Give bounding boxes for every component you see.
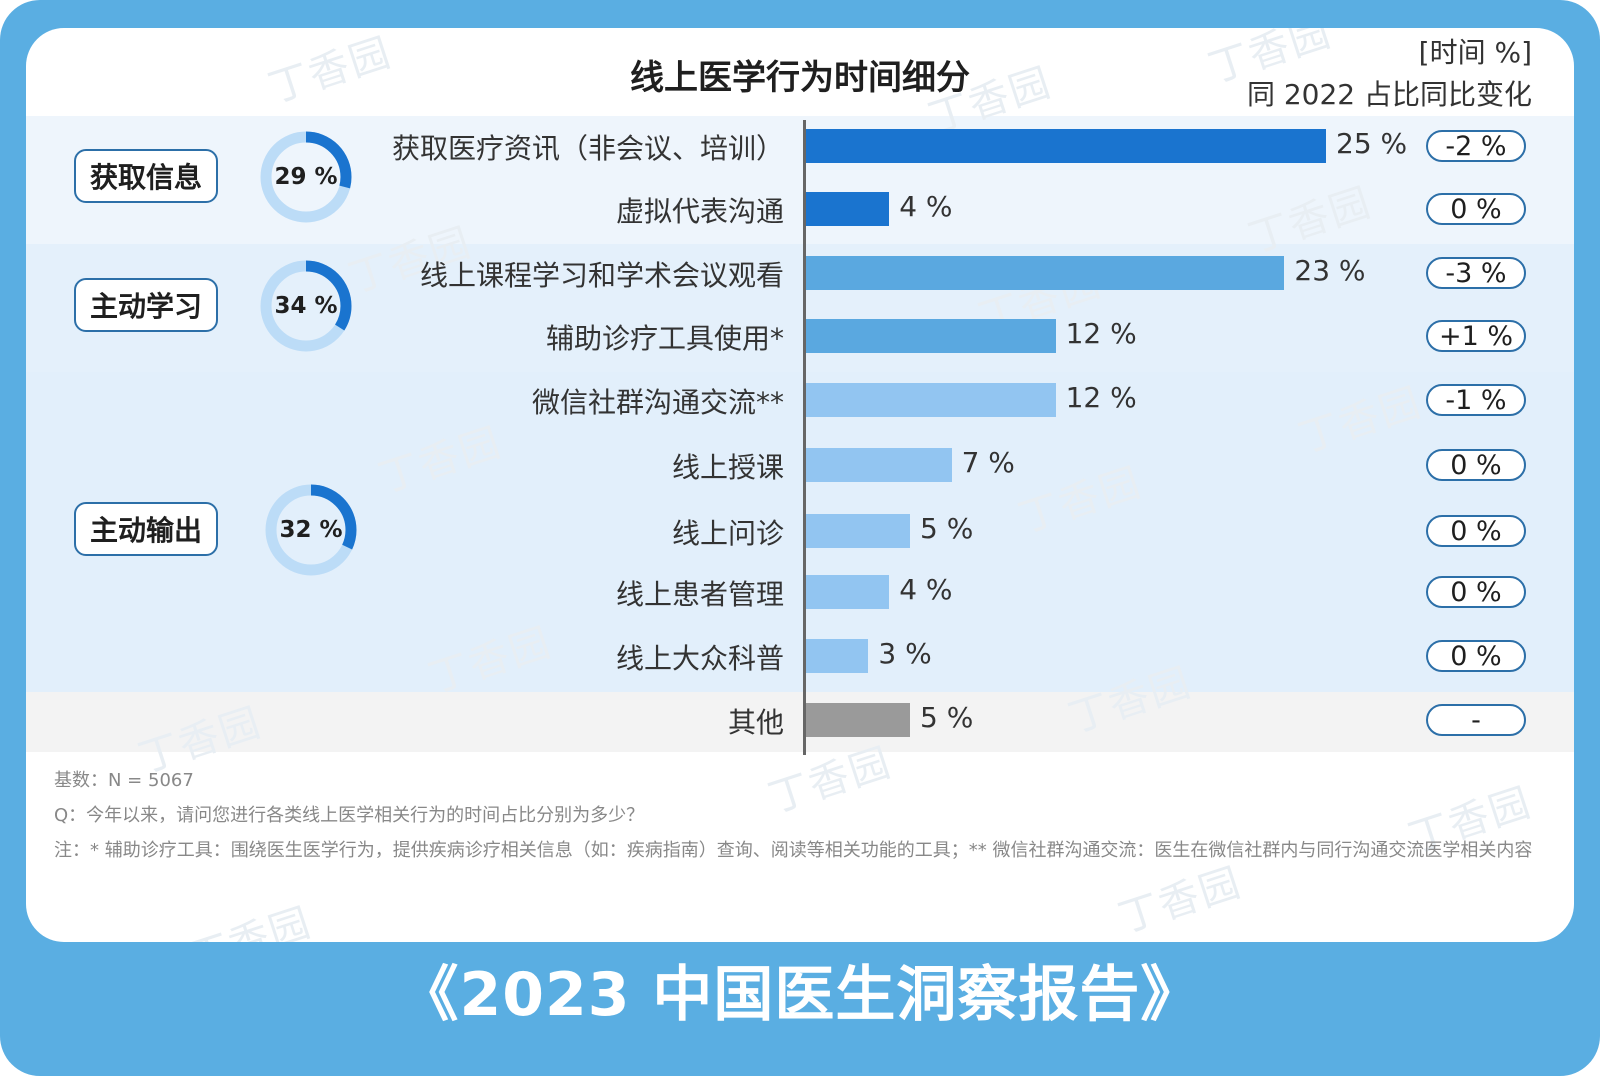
bar-value-label: 7 %: [961, 446, 1015, 479]
bar-value-label: 3 %: [878, 637, 932, 670]
donut-percent: 34 %: [274, 293, 338, 319]
band-study: [26, 244, 1574, 372]
yoy-change-badge: -2 %: [1426, 130, 1526, 162]
donut-arc: [265, 484, 357, 576]
chart-card: 丁香园 丁香园 丁香园 丁香园 丁香园 丁香园 丁香园 丁香园 丁香园 丁香园 …: [26, 28, 1574, 942]
bar: [806, 575, 890, 609]
bar: [806, 639, 869, 673]
donut-arc: [260, 131, 352, 223]
bar: [806, 703, 910, 737]
base-note: 基数：N = 5067: [54, 770, 194, 791]
question-note: Q：今年以来，请问您进行各类线上医学相关行为的时间占比分别为多少？: [54, 805, 645, 826]
category-label: 线上课程学习和学术会议观看: [419, 259, 784, 292]
donut-info: 29 %: [258, 129, 354, 225]
band-other: [26, 692, 1574, 752]
bar-value-label: 5 %: [920, 512, 974, 545]
category-axis-line: [803, 120, 806, 755]
header-notes: [时间 %] 同 2022 占比同比变化: [1247, 32, 1532, 116]
yoy-change-badge: -1 %: [1426, 384, 1526, 416]
donut-output: 32 %: [263, 482, 359, 578]
yoy-change-badge: 0 %: [1426, 640, 1526, 672]
category-label: 线上问诊: [671, 517, 784, 550]
bar: [806, 256, 1285, 290]
notes: 基数：N = 5067 Q：今年以来，请问您进行各类线上医学相关行为的时间占比分…: [54, 763, 1544, 868]
bar: [806, 319, 1056, 353]
bar: [806, 514, 910, 548]
group-label-info: 获取信息: [74, 149, 218, 203]
group-label-output: 主动输出: [74, 502, 218, 556]
band-output: [26, 372, 1574, 692]
yoy-change-badge: -3 %: [1426, 257, 1526, 289]
yoy-change-badge: 0 %: [1426, 576, 1526, 608]
bar-value-label: 12 %: [1065, 317, 1137, 350]
group-label-study: 主动学习: [74, 278, 218, 332]
bar: [806, 383, 1056, 417]
bar-value-label: 12 %: [1065, 381, 1137, 414]
yoy-change-badge: 0 %: [1426, 193, 1526, 225]
watermark: 丁香园: [183, 899, 318, 942]
footnote: 注：* 辅助诊疗工具：围绕医生医学行为，提供疾病诊疗相关信息（如：疾病指南）查询…: [54, 840, 1533, 861]
yoy-change-badge: 0 %: [1426, 449, 1526, 481]
category-label: 其他: [727, 706, 784, 739]
unit-note: [时间 %]: [1418, 36, 1532, 69]
category-label: 线上患者管理: [615, 578, 784, 611]
bar: [806, 192, 890, 226]
donut-ring: [265, 484, 357, 576]
bar-value-label: 23 %: [1294, 254, 1366, 287]
change-note: 同 2022 占比同比变化: [1246, 78, 1532, 111]
donut-study: 34 %: [258, 258, 354, 354]
donut-arc: [260, 260, 352, 352]
chart-title: 线上医学行为时间细分: [630, 58, 970, 98]
donut-percent: 32 %: [279, 517, 343, 543]
donut-ring: [260, 131, 352, 223]
bar: [806, 129, 1326, 163]
category-label: 线上授课: [671, 451, 784, 484]
donut-percent: 29 %: [274, 164, 338, 190]
donut-ring: [260, 260, 352, 352]
yoy-change-badge: 0 %: [1426, 515, 1526, 547]
bar-value-label: 25 %: [1336, 127, 1408, 160]
yoy-change-badge: +1 %: [1426, 320, 1526, 352]
bar-value-label: 5 %: [920, 701, 974, 734]
bar-value-label: 4 %: [899, 190, 953, 223]
bar-value-label: 4 %: [899, 573, 953, 606]
category-label: 辅助诊疗工具使用*: [545, 322, 784, 355]
category-label: 线上大众科普: [615, 642, 784, 675]
category-label: 微信社群沟通交流**: [531, 386, 784, 419]
yoy-change-badge: -: [1426, 704, 1526, 736]
category-label: 获取医疗资讯（非会议、培训）: [391, 132, 784, 165]
bar: [806, 448, 952, 482]
report-title: 《2023 中国医生洞察报告》: [398, 960, 1202, 1030]
category-label: 虚拟代表沟通: [615, 195, 784, 228]
